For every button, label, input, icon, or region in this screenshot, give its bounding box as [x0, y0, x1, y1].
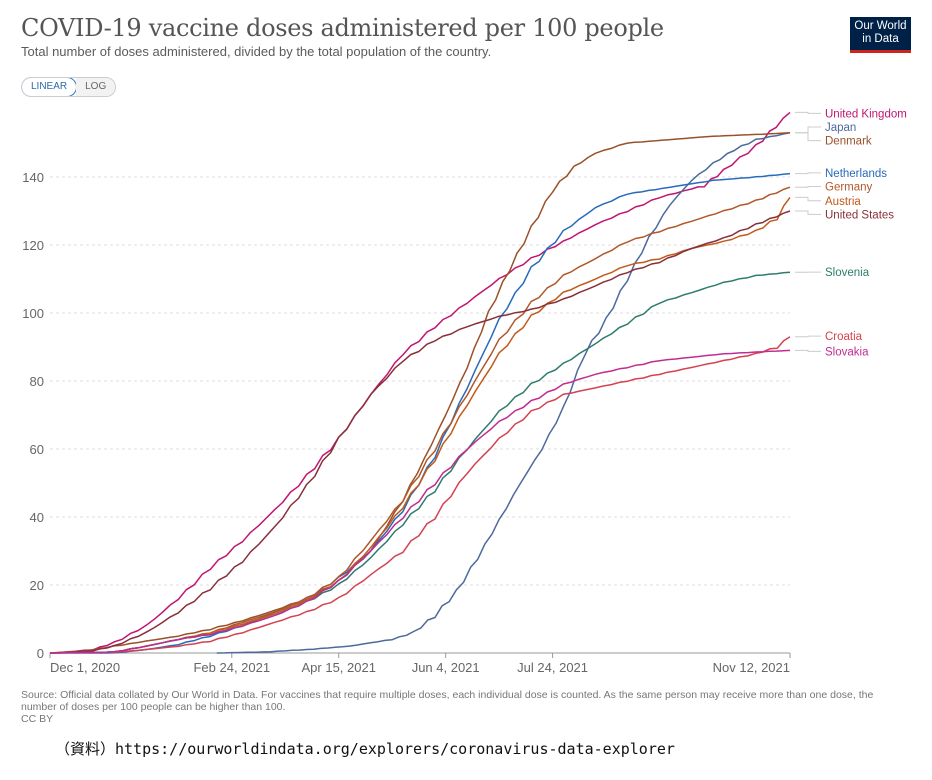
chart-subtitle: Total number of doses administered, divi…: [21, 44, 492, 59]
x-axis: Dec 1, 2020 Feb 24, 2021 Apr 15, 2021 Jun 4…: [49, 652, 791, 675]
scale-toggle: LINEAR LOG: [21, 77, 117, 97]
series-label: Germany: [825, 182, 873, 194]
license-note: CC BY: [21, 713, 54, 725]
source-note: Source: Official data collated by Our Wo…: [21, 689, 874, 713]
label-connector: [795, 126, 821, 134]
grid-lines: [50, 176, 790, 586]
series-line-denmark: [49, 132, 791, 654]
series-line-croatia: [49, 336, 791, 654]
x-tick-label: Dec 1, 2020: [50, 660, 120, 675]
series-label: Austria: [825, 196, 861, 208]
series-line-slovenia: [49, 271, 791, 654]
owid-logo[interactable]: Our World in Data: [850, 17, 911, 53]
x-tick-label: Apr 15, 2021: [302, 660, 376, 675]
logo-accent-bar: [850, 50, 911, 53]
series-label: United Kingdom: [825, 108, 907, 120]
y-tick-label: 40: [30, 510, 44, 525]
series-line-united-states: [49, 210, 791, 654]
series-label: Slovenia: [825, 267, 870, 279]
label-connector: [795, 349, 821, 352]
logo-line-2: in Data: [862, 33, 899, 45]
series-labels: United Kingdom Japan Denmark Netherlands Ger…: [795, 108, 907, 358]
label-connector: [795, 132, 821, 142]
y-tick-label: 80: [30, 374, 44, 389]
series-label: Slovakia: [825, 346, 869, 358]
series-label: Croatia: [825, 331, 863, 343]
y-tick-label: 60: [30, 442, 44, 457]
series-line-germany: [49, 186, 791, 654]
series-label: Japan: [825, 122, 856, 134]
chart-title: COVID-19 vaccine doses administered per …: [21, 14, 664, 42]
label-connector: [795, 196, 821, 202]
x-tick-label: Feb 24, 2021: [193, 660, 270, 675]
logo-line-1: Our World: [854, 20, 907, 32]
series-line-united-kingdom: [49, 111, 791, 654]
y-tick-label: 100: [22, 306, 44, 321]
y-tick-label: 140: [22, 170, 44, 185]
series-lines: [49, 111, 791, 654]
log-scale-button[interactable]: LOG: [76, 78, 116, 96]
x-tick-label: Nov 12, 2021: [713, 660, 790, 675]
chart-footer: Source: Official data collated by Our Wo…: [21, 689, 881, 725]
series-label: United States: [825, 209, 894, 221]
y-tick-label: 0: [37, 646, 44, 661]
series-label: Netherlands: [825, 168, 887, 180]
label-connector: [795, 172, 821, 175]
label-connector: [795, 335, 821, 338]
y-tick-label: 120: [22, 238, 44, 253]
x-tick-label: Jul 24, 2021: [517, 660, 588, 675]
series-line-japan: [216, 132, 791, 654]
y-tick-label: 20: [30, 578, 44, 593]
reference-url: （資料）https://ourworldindata.org/explorers…: [55, 740, 675, 758]
series-line-slovakia: [49, 349, 791, 654]
label-connector: [795, 186, 821, 188]
label-connector: [795, 111, 821, 114]
label-connector: [795, 210, 821, 215]
series-label: Denmark: [825, 136, 872, 148]
line-chart: 0 20 40 60 80 100 120 140 Dec 1, 2020 Feb 24, 20…: [22, 108, 907, 675]
x-tick-label: Jun 4, 2021: [412, 660, 480, 675]
series-line-netherlands: [50, 172, 791, 654]
y-axis: 0 20 40 60 80 100 120 140: [22, 170, 44, 661]
